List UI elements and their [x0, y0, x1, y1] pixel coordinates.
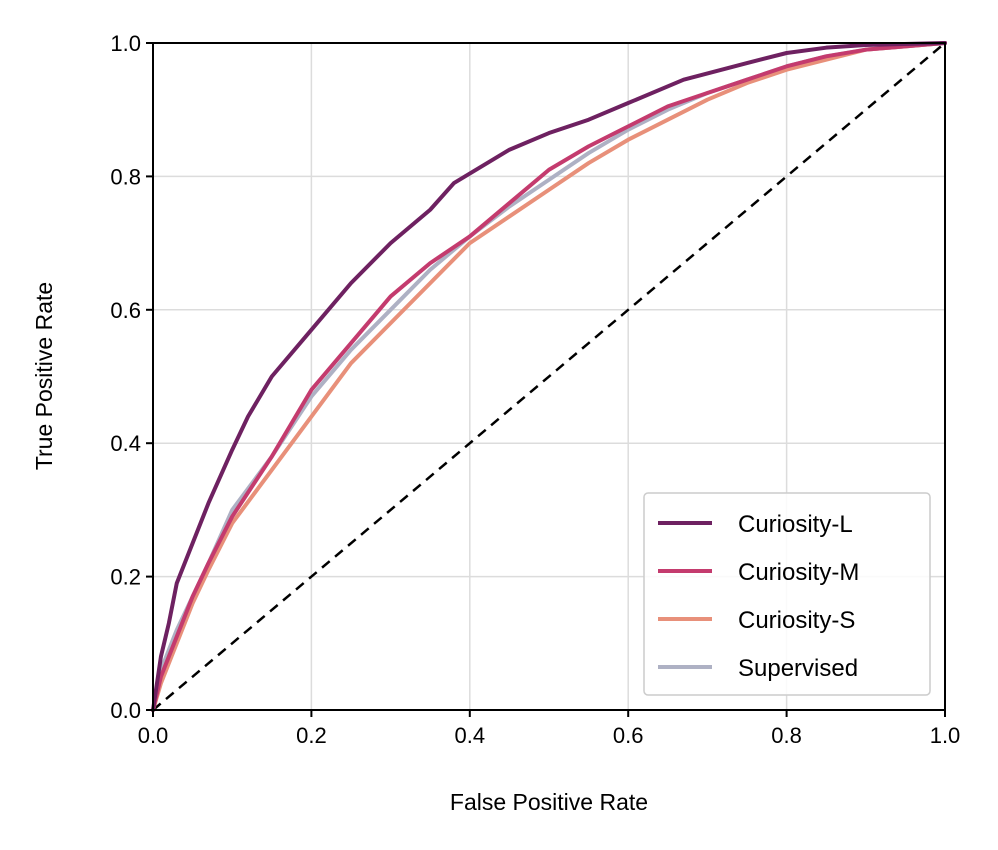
- axis-ticks: 0.0 0.2 0.4 0.6 0.8 1.0 0.0 0.2 0.4 0.6 0.8 1.0: [110, 31, 960, 748]
- legend-label: Curiosity-M: [738, 559, 859, 586]
- y-axis-label: True Positive Rate: [31, 282, 57, 470]
- legend-box: [643, 492, 931, 696]
- x-tick-label: 0.4: [455, 723, 486, 748]
- legend-label: Supervised: [738, 655, 858, 682]
- x-axis-label: False Positive Rate: [450, 789, 648, 815]
- diagonal-line: [152, 42, 946, 711]
- x-tick-label: 0.6: [613, 723, 644, 748]
- y-tick-label: 0.0: [110, 698, 141, 723]
- y-tick-label: 0.2: [110, 565, 141, 590]
- x-tick-label: 0.0: [138, 723, 169, 748]
- legend-label: Curiosity-S: [738, 607, 855, 634]
- x-tick-label: 0.8: [771, 723, 802, 748]
- x-tick-label: 1.0: [930, 723, 961, 748]
- y-tick-label: 0.6: [110, 298, 141, 323]
- x-tick-label: 0.2: [296, 723, 327, 748]
- y-tick-label: 0.4: [110, 431, 141, 456]
- diagonal-reference: [152, 42, 946, 711]
- series-lines: [151, 41, 947, 712]
- series-line-curiosity-s: [151, 41, 947, 712]
- series-line-curiosity-l: [151, 41, 947, 712]
- legend: Curiosity-L Curiosity-M Curiosity-S Supervi…: [643, 492, 931, 696]
- series-line-curiosity-m: [151, 41, 947, 712]
- y-tick-label: 0.8: [110, 164, 141, 189]
- y-tick-label: 1.0: [110, 31, 141, 56]
- legend-label: Curiosity-L: [738, 511, 853, 538]
- plot-frame: [152, 42, 946, 711]
